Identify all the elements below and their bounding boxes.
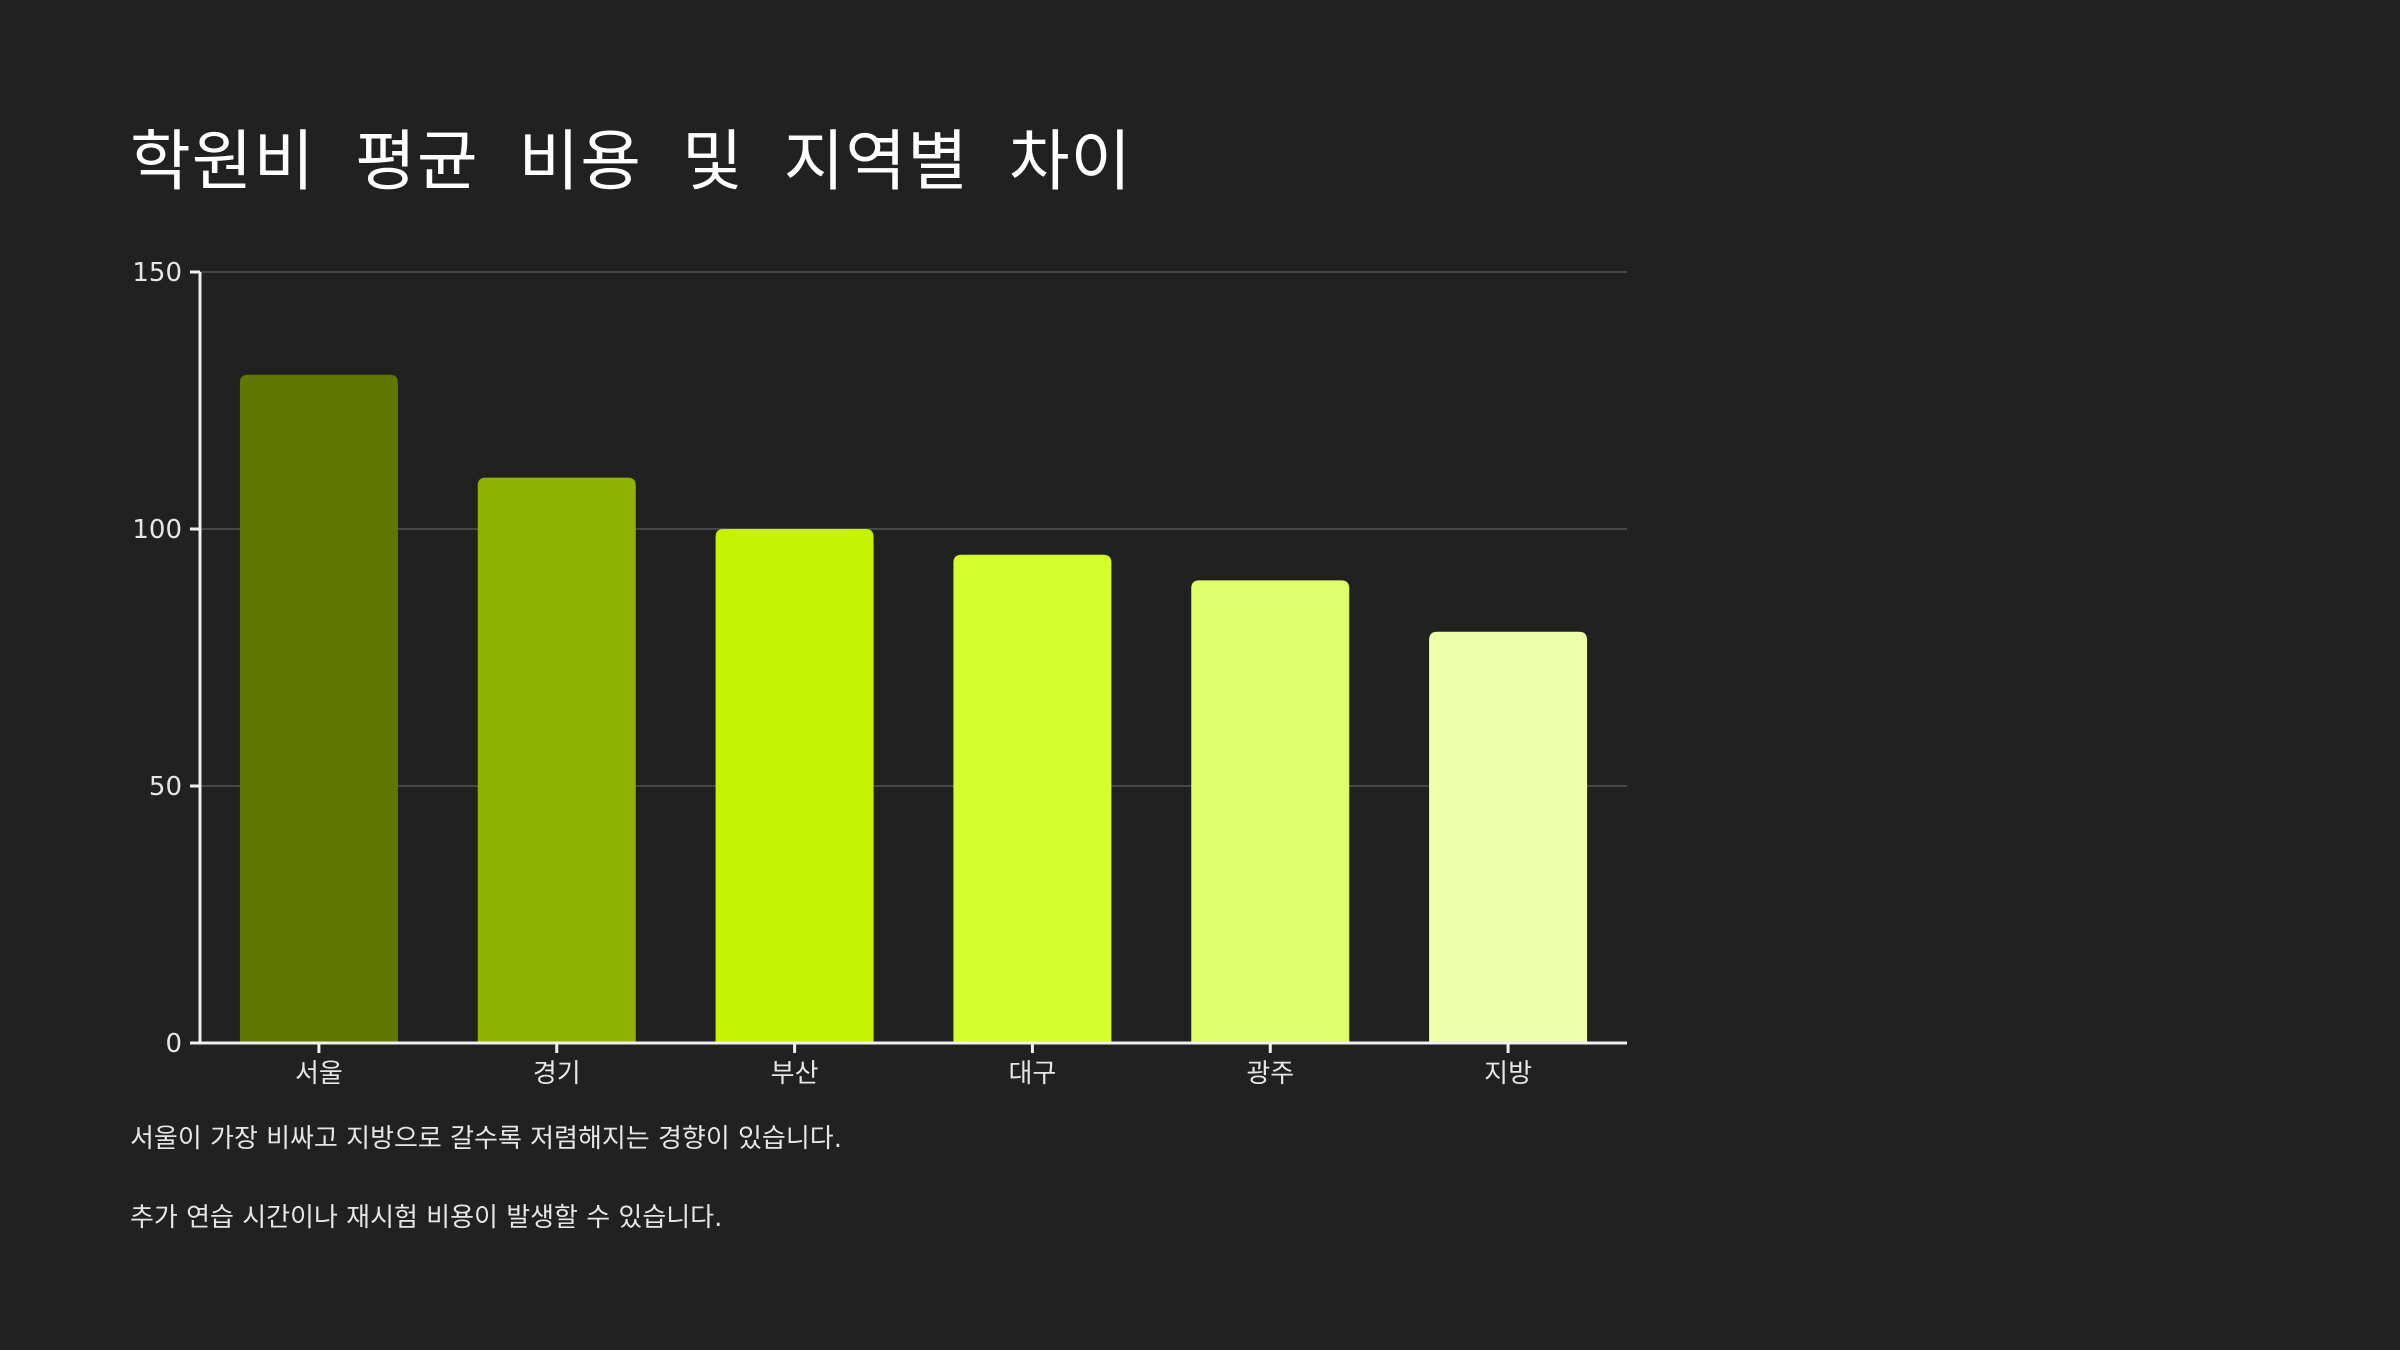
axes bbox=[190, 270, 1627, 1053]
x-tick-label: 광주 bbox=[1246, 1059, 1294, 1089]
x-tick-label: 부산 bbox=[771, 1059, 819, 1089]
x-tick-label: 지방 bbox=[1484, 1059, 1532, 1089]
bars bbox=[239, 374, 1588, 1044]
x-tick-label: 대구 bbox=[1008, 1059, 1056, 1089]
note-2: 추가 연습 시간이나 재시험 비용이 발생할 수 있습니다. bbox=[130, 1203, 723, 1233]
bar-3 bbox=[715, 529, 874, 1043]
page-title: 학원비 평균 비용 및 지역별 차이 bbox=[130, 123, 1133, 200]
x-tick-label: 경기 bbox=[533, 1059, 581, 1089]
bar-4 bbox=[953, 554, 1112, 1043]
y-tick-label: 150 bbox=[132, 258, 182, 288]
notes: 서울이 가장 비싸고 지방으로 갈수록 저렴해지는 경향이 있습니다. 추가 연… bbox=[130, 1118, 842, 1276]
bar-2 bbox=[477, 477, 636, 1044]
axis-labels: 0 50 100 150 서울 경기 부산 대구 광주 지방 bbox=[132, 258, 1532, 1089]
bar-1 bbox=[239, 374, 398, 1043]
y-tick-label: 100 bbox=[132, 515, 182, 545]
bar-6 bbox=[1429, 631, 1588, 1043]
y-tick-label: 50 bbox=[149, 772, 182, 802]
note-1: 서울이 가장 비싸고 지방으로 갈수록 저렴해지는 경향이 있습니다. bbox=[130, 1124, 842, 1154]
x-tick-label: 서울 bbox=[295, 1059, 343, 1089]
bar-5 bbox=[1191, 580, 1350, 1043]
y-tick-label: 0 bbox=[165, 1029, 182, 1059]
gridlines bbox=[200, 271, 1627, 787]
